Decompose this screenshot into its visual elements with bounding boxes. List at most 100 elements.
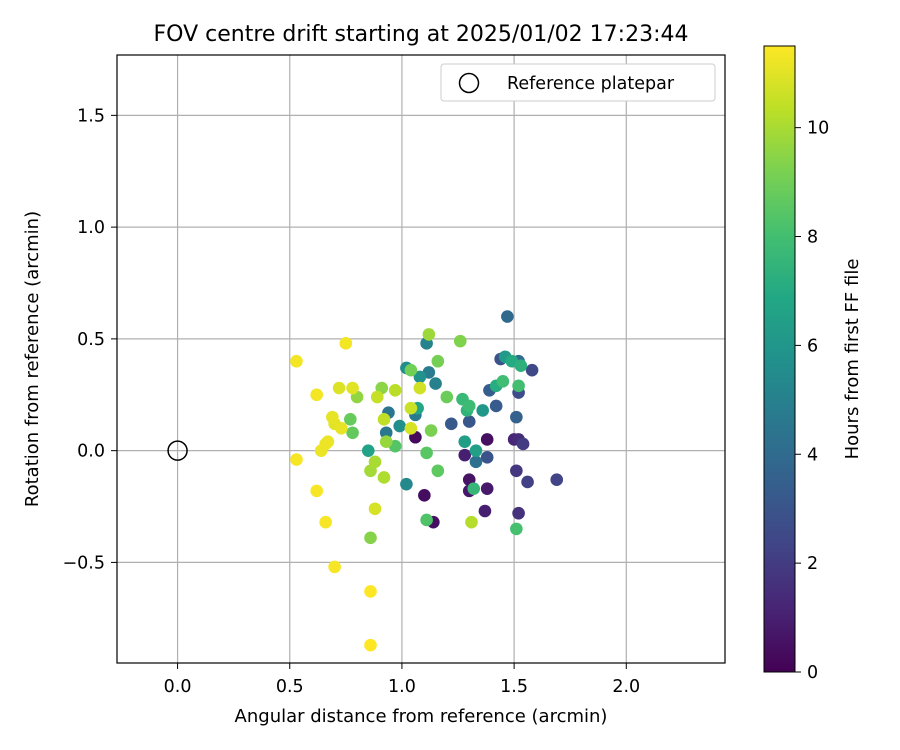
data-point	[388, 383, 402, 397]
data-point	[422, 328, 436, 341]
data-point	[404, 421, 418, 435]
data-point	[469, 444, 483, 457]
data-point	[290, 354, 303, 368]
data-point	[462, 399, 476, 413]
legend-marker-icon	[458, 72, 480, 94]
data-point	[496, 375, 510, 388]
data-point	[501, 310, 514, 323]
data-point	[420, 446, 433, 460]
x-tick-label: 1.0	[388, 677, 416, 697]
data-point	[440, 390, 454, 404]
y-tick-label: 0.5	[77, 330, 105, 350]
data-point	[458, 448, 472, 462]
data-point	[339, 337, 353, 350]
x-axis-ticks: 0.0 0.5 1.0 1.5 2.0	[164, 663, 640, 697]
y-tick-label: −0.5	[63, 553, 106, 573]
chart-title: FOV centre drift starting at 2025/01/02 …	[154, 22, 689, 47]
x-tick-label: 0.5	[276, 677, 304, 697]
data-point	[314, 444, 328, 457]
data-point	[512, 379, 525, 393]
data-point	[418, 489, 431, 502]
x-tick-label: 1.5	[500, 677, 528, 697]
data-point	[370, 390, 384, 404]
reference-marker	[167, 440, 188, 461]
y-tick-label: 0.0	[77, 442, 105, 462]
data-point	[480, 451, 494, 464]
data-point	[310, 484, 323, 498]
data-point	[429, 377, 442, 390]
data-point	[420, 513, 433, 527]
data-point	[400, 477, 413, 491]
legend-label: Reference platepar	[507, 74, 675, 94]
data-point	[404, 363, 418, 377]
data-point	[550, 473, 564, 487]
data-point	[480, 433, 494, 446]
data-point	[510, 410, 523, 424]
data-point	[326, 410, 339, 424]
data-point	[379, 426, 393, 440]
reference-point	[167, 440, 188, 461]
data-point	[467, 482, 481, 495]
legend: Reference platepar	[440, 63, 716, 102]
x-tick-label: 2.0	[612, 677, 640, 697]
data-point	[364, 585, 377, 598]
data-point	[319, 515, 332, 529]
data-point	[332, 381, 346, 395]
data-point	[424, 424, 438, 437]
data-point	[469, 455, 483, 469]
data-point	[480, 482, 494, 495]
x-tick-label: 0.0	[164, 677, 192, 697]
data-point	[377, 471, 391, 484]
colorbar-label: Hours from first FF file	[842, 259, 863, 460]
data-point	[368, 455, 382, 469]
data-point	[393, 419, 406, 433]
colorbar	[763, 45, 796, 673]
legend-box	[440, 63, 716, 102]
data-point	[525, 363, 539, 377]
colorbar-tick-label: 2	[807, 554, 818, 574]
y-tick-label: 1.0	[77, 218, 105, 238]
data-point	[512, 506, 525, 520]
data-point	[321, 435, 335, 449]
data-point	[344, 413, 357, 426]
data-point	[431, 354, 445, 368]
data-point	[335, 421, 348, 435]
y-axis-ticks: −0.5 0.0 0.5 1.0 1.5	[63, 106, 117, 573]
data-point	[453, 334, 467, 348]
grid-lines	[117, 55, 725, 663]
colorbar-tick-label: 8	[807, 228, 818, 248]
colorbar-ticks: 0 2 4 6 8 10	[795, 119, 829, 683]
data-point	[462, 415, 476, 428]
colorbar-tick-label: 4	[807, 445, 818, 465]
x-axis-label: Angular distance from reference (arcmin)	[235, 706, 608, 727]
data-point	[510, 464, 523, 478]
data-point	[379, 435, 393, 449]
data-point	[346, 381, 359, 395]
data-point	[489, 399, 503, 413]
data-point	[328, 560, 341, 574]
data-point	[465, 515, 478, 529]
data-point	[478, 504, 492, 518]
data-point	[413, 370, 427, 384]
y-tick-label: 1.5	[77, 106, 105, 126]
data-point	[514, 359, 528, 373]
data-point	[510, 522, 523, 536]
data-point	[413, 381, 427, 395]
colorbar-tick-label: 6	[807, 336, 818, 356]
data-points	[290, 310, 564, 652]
data-point	[521, 475, 534, 489]
data-point	[368, 502, 382, 516]
data-point	[431, 464, 445, 478]
data-point	[444, 417, 458, 431]
data-point	[516, 437, 530, 451]
data-point	[310, 388, 323, 402]
data-point	[364, 531, 377, 545]
y-axis-label: Rotation from reference (arcmin)	[22, 211, 43, 507]
data-point	[346, 426, 359, 440]
data-point	[377, 413, 391, 426]
data-point	[476, 404, 489, 417]
colorbar-tick-label: 10	[807, 119, 829, 139]
data-point	[458, 435, 472, 449]
data-point	[361, 444, 375, 457]
